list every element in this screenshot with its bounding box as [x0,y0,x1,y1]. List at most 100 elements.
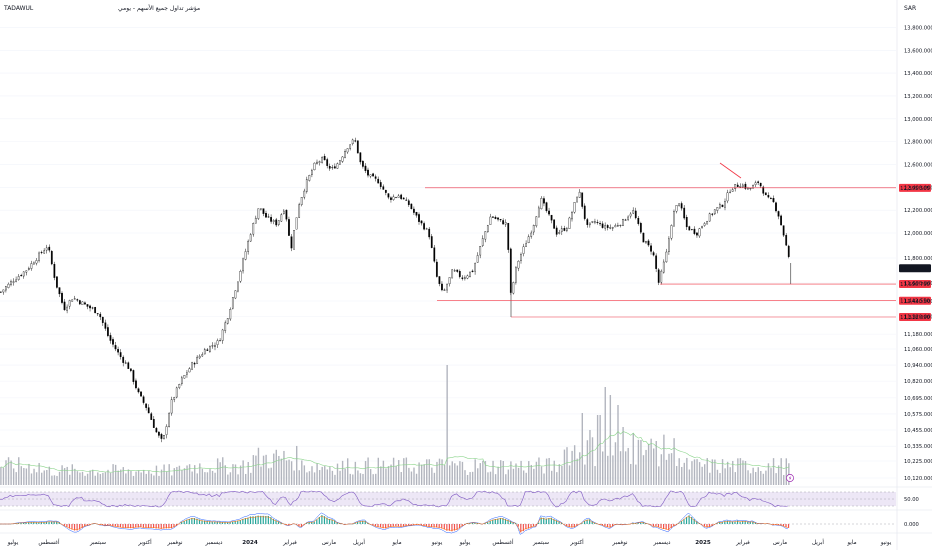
candle-body [420,220,423,224]
volume-bar [390,464,392,485]
candle-body [614,225,617,228]
price-tick: 13,800.000 [904,25,932,31]
macd-histogram-bar [385,524,387,529]
candle-body [201,354,204,357]
macd-histogram-bar [663,524,665,529]
macd-histogram-bar [201,520,203,524]
volume-bar [747,470,749,485]
candle-body [333,166,336,169]
candle-body [326,159,329,166]
volume-bar [530,464,532,485]
macd-histogram-bar [410,524,412,526]
macd-histogram-bar [160,524,162,529]
candle-body [63,301,66,311]
volume-bar [607,455,609,485]
macd-histogram-bar [298,524,300,527]
candle-body [764,192,767,196]
macd-histogram-bar [364,520,366,524]
candle-body [145,403,148,408]
candle-body [693,228,696,234]
volume-bar [742,460,744,485]
volume-bar [0,466,2,485]
price-axis[interactable]: 13,800.000 13,600.000 13,400.000 13,200.000… [904,25,932,482]
macd-histogram-bar [66,524,68,527]
horizontal-levels[interactable]: 12,395.505 11,590.790 11,442.550 11,318.090… [425,183,931,321]
volume-bar [780,458,782,485]
candle-body [502,220,505,225]
candle-body [81,301,84,306]
macd-histogram-bar [775,524,777,525]
candle-body [601,223,604,228]
macd-histogram-bar [680,521,683,524]
macd-histogram-bar [306,523,308,524]
macd-histogram-bar [198,519,201,524]
macd-histogram-bar [466,523,468,524]
volume-bar [788,463,790,485]
macd-histogram-bar [696,521,698,524]
time-axis[interactable]: يوليو أغسطس سبتمبر أكتوبر نوفمبر ديسمبر 2024 فب… [7,538,892,546]
macd-histogram-bar [719,522,721,524]
candle-body [354,140,357,142]
candle-body [665,251,668,263]
volume-bar [81,471,84,485]
candle-body [303,190,306,198]
volume-bar [663,434,665,485]
volume-bar [698,462,701,485]
volume-bar [403,458,405,485]
macd-histogram-bar [538,522,540,524]
macd-histogram-bar [379,524,382,528]
candle-body [670,225,673,239]
volume-bar [609,395,612,485]
candle-body [571,212,573,220]
volume-bar [171,475,173,485]
candle-body [318,161,321,163]
candle-body [40,252,43,253]
candle-body [397,195,400,198]
volume-bar [568,465,571,485]
candle-body [581,192,584,207]
volume-bar [280,458,283,485]
candle-body [362,161,364,167]
macd-histogram-bar [415,524,417,525]
volume-bar [561,465,563,485]
volume-bar [637,439,640,485]
candle-body [599,223,601,225]
candle-body [249,234,252,242]
candle-body [387,193,390,198]
candle-body [504,222,507,225]
price-tick: 10,120.000 [904,476,932,482]
candle-body [586,219,589,225]
candle-body [558,232,561,234]
candle-body [395,197,397,198]
candle-body [272,220,275,222]
macd-histogram-bar [739,521,741,524]
volume-bar [392,457,395,485]
price-tick: 12,200.000 [904,208,932,214]
price-tick: 12,000.000 [904,231,932,237]
candle-body [132,370,135,382]
candle-body [339,160,341,165]
volume-bar [354,461,357,485]
trend-line [719,162,742,179]
candle-body [316,161,318,164]
candle-body [48,246,51,251]
macd-histogram-bar [655,524,657,527]
macd-histogram-bar [104,524,106,526]
volume-bar [686,457,688,485]
lightning-icon[interactable] [786,474,794,482]
volume-bar [785,458,787,485]
price-tick: 10,225.000 [904,459,932,465]
candle-body [611,227,614,229]
candle-body [305,179,308,192]
volume-bar [183,468,186,485]
volume-bar [232,464,234,485]
candle-body [499,218,502,221]
candle-body [117,349,119,353]
time-axis-label: مارس [773,540,787,546]
candle-body [71,299,74,302]
volume-bar [726,461,729,485]
macd-histogram-bar [668,524,670,531]
candle-body [438,276,441,284]
volume-bar [477,468,479,485]
